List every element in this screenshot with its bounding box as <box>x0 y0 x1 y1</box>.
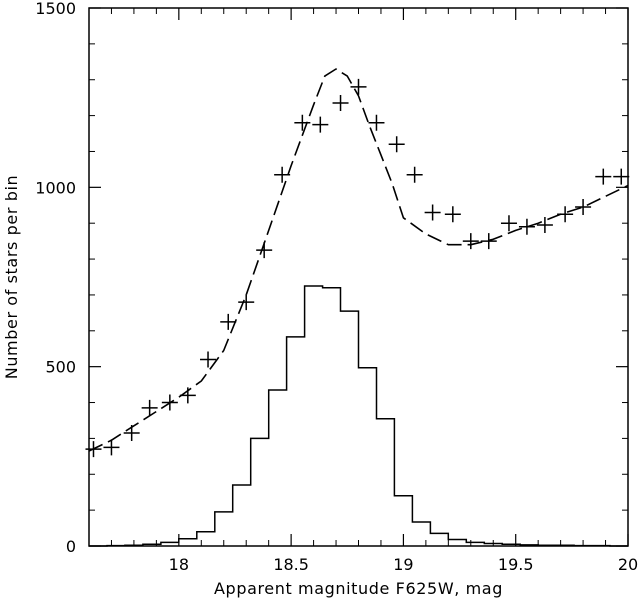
data-point-cross <box>312 116 329 133</box>
data-point-cross <box>200 351 217 368</box>
histogram-bar <box>448 540 466 546</box>
x-tick-label: 18.5 <box>273 555 309 574</box>
data-point-cross <box>332 95 349 112</box>
data-point-cross <box>518 218 535 235</box>
histogram-bar <box>287 337 305 546</box>
data-point-cross <box>220 313 237 330</box>
histogram-bar <box>376 419 394 546</box>
histogram-layer <box>89 285 628 547</box>
data-point-cross <box>444 206 461 223</box>
x-tick-label: 19.5 <box>498 555 534 574</box>
y-tick-label: 0 <box>66 537 76 556</box>
histogram-bar <box>197 532 215 546</box>
data-point-cross <box>161 394 178 411</box>
data-point-cross <box>103 439 120 456</box>
y-axis-title: Number of stars per bin <box>2 175 21 380</box>
data-point-cross <box>350 78 367 95</box>
data-point-cross <box>462 233 479 250</box>
data-point-cross <box>256 242 273 259</box>
data-point-cross <box>595 168 612 185</box>
data-point-cross <box>141 399 158 416</box>
data-point-cross <box>500 215 517 232</box>
histogram-bar <box>305 286 323 546</box>
plot-frame <box>88 7 629 547</box>
model-curve-layer <box>88 68 629 452</box>
data-point-cross <box>613 168 630 185</box>
data-point-cross <box>536 216 553 233</box>
data-point-cross <box>123 425 140 442</box>
data-point-cross <box>406 166 423 183</box>
histogram-bar <box>179 539 197 546</box>
y-tick-label: 1000 <box>35 178 76 197</box>
x-axis-title: Apparent magnitude F625W, mag <box>214 579 503 598</box>
histogram-bar <box>430 533 448 546</box>
y-tick-label: 500 <box>45 358 76 377</box>
data-point-cross <box>575 199 592 216</box>
model-curve-series-line <box>88 68 629 452</box>
data-point-cross <box>274 166 291 183</box>
histogram-bar <box>233 485 251 546</box>
data-point-cross <box>85 441 102 458</box>
data-point-cross <box>294 114 311 131</box>
x-tick-label: 20 <box>618 555 638 574</box>
histogram-bar <box>269 390 287 546</box>
histogram-bar <box>341 311 359 546</box>
histogram-bar <box>323 288 341 546</box>
histogram-bar <box>359 368 377 546</box>
data-point-cross <box>480 233 497 250</box>
histogram-bar <box>251 438 269 546</box>
data-point-cross <box>388 136 405 153</box>
data-points-layer <box>85 78 630 458</box>
histogram-bar <box>412 522 430 546</box>
x-tick-label: 19 <box>393 555 413 574</box>
data-point-cross <box>557 206 574 223</box>
data-point-cross <box>368 114 385 131</box>
y-tick-label: 1500 <box>35 0 76 18</box>
data-point-cross <box>179 387 196 404</box>
data-point-cross <box>424 204 441 221</box>
data-point-cross <box>238 294 255 311</box>
x-tick-label: 18 <box>169 555 189 574</box>
